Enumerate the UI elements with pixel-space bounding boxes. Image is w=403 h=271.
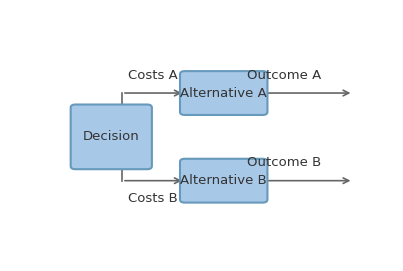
FancyBboxPatch shape — [71, 105, 152, 169]
Text: Outcome A: Outcome A — [247, 69, 322, 82]
Text: Alternative B: Alternative B — [180, 174, 267, 187]
Text: Decision: Decision — [83, 130, 140, 143]
Text: Costs B: Costs B — [129, 192, 178, 205]
FancyBboxPatch shape — [180, 159, 268, 203]
Text: Outcome B: Outcome B — [247, 156, 322, 169]
Text: Alternative A: Alternative A — [180, 86, 267, 99]
Text: Costs A: Costs A — [129, 69, 178, 82]
FancyBboxPatch shape — [180, 71, 268, 115]
